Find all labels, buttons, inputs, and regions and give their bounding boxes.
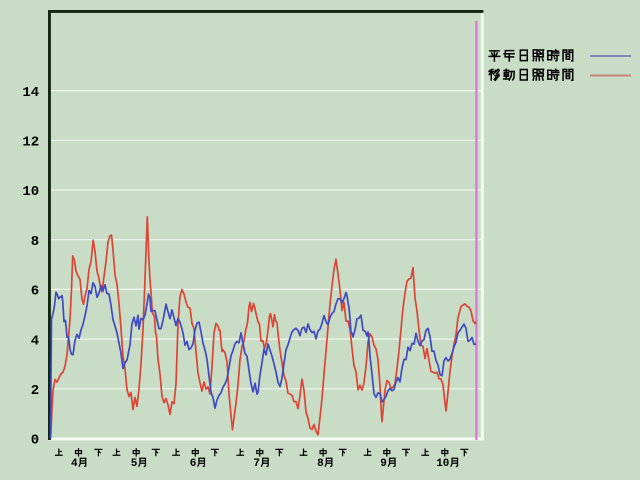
svg-text:4: 4 <box>71 458 78 470</box>
svg-text:6: 6 <box>190 458 197 470</box>
svg-text:2: 2 <box>31 383 39 399</box>
svg-text:10: 10 <box>436 458 449 470</box>
svg-text:7: 7 <box>253 458 260 470</box>
svg-text:4: 4 <box>31 333 39 349</box>
svg-text:9: 9 <box>380 458 387 470</box>
svg-text:10: 10 <box>22 184 39 200</box>
svg-text:5: 5 <box>131 458 138 470</box>
svg-text:6: 6 <box>31 284 39 300</box>
svg-text:8: 8 <box>317 458 324 470</box>
svg-text:0: 0 <box>31 433 39 449</box>
svg-text:12: 12 <box>22 135 39 151</box>
svg-text:14: 14 <box>22 85 39 101</box>
svg-text:8: 8 <box>31 234 39 250</box>
